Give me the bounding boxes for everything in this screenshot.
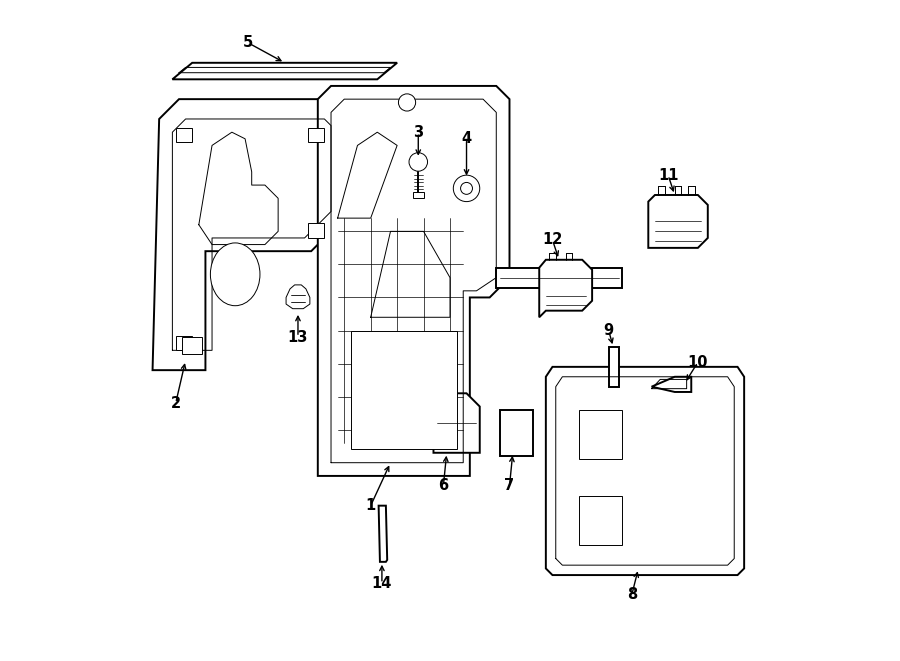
Bar xyxy=(579,410,622,459)
Text: 14: 14 xyxy=(372,576,392,591)
Text: 6: 6 xyxy=(438,479,448,493)
Polygon shape xyxy=(545,367,744,575)
Text: 13: 13 xyxy=(288,330,308,344)
Bar xyxy=(176,336,193,350)
Polygon shape xyxy=(608,347,618,387)
Text: 3: 3 xyxy=(413,125,423,139)
Polygon shape xyxy=(496,268,622,288)
Circle shape xyxy=(399,94,416,111)
Circle shape xyxy=(409,153,428,171)
Text: 4: 4 xyxy=(462,132,472,146)
Circle shape xyxy=(461,182,472,194)
Bar xyxy=(413,192,424,198)
Polygon shape xyxy=(434,393,480,453)
Text: 1: 1 xyxy=(365,498,376,513)
Bar xyxy=(351,330,456,449)
Text: 12: 12 xyxy=(543,233,562,247)
Ellipse shape xyxy=(211,243,260,305)
Polygon shape xyxy=(648,195,707,248)
Polygon shape xyxy=(539,260,592,317)
Bar xyxy=(579,496,622,545)
Text: 10: 10 xyxy=(688,355,708,369)
Bar xyxy=(308,223,324,238)
Polygon shape xyxy=(286,285,310,309)
Polygon shape xyxy=(173,63,397,79)
Polygon shape xyxy=(318,86,509,476)
Polygon shape xyxy=(500,410,533,456)
Text: 7: 7 xyxy=(504,479,515,493)
Text: 2: 2 xyxy=(171,396,181,410)
Bar xyxy=(183,337,202,354)
Circle shape xyxy=(454,175,480,202)
Polygon shape xyxy=(153,99,344,370)
Bar xyxy=(176,128,193,142)
Bar xyxy=(308,128,324,142)
Text: 5: 5 xyxy=(243,36,254,50)
Polygon shape xyxy=(652,377,691,392)
Polygon shape xyxy=(379,506,387,562)
Text: 8: 8 xyxy=(626,588,637,602)
Text: 9: 9 xyxy=(604,323,614,338)
Text: 11: 11 xyxy=(658,168,679,182)
